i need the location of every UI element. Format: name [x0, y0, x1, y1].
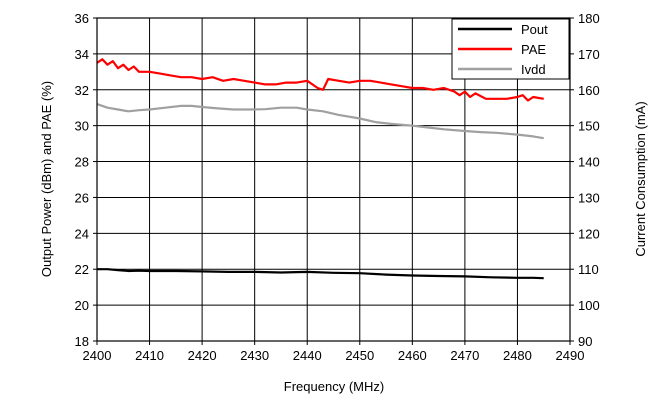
legend-label-pout: Pout	[521, 22, 548, 37]
y-left-tick-label: 22	[75, 262, 89, 277]
y-left-tick-label: 30	[75, 119, 89, 134]
x-tick-label: 2480	[503, 348, 532, 363]
y-left-tick-label: 20	[75, 298, 89, 313]
x-axis-title: Frequency (MHz)	[284, 379, 384, 394]
x-tick-label: 2490	[556, 348, 585, 363]
y-left-tick-label: 32	[75, 83, 89, 98]
x-tick-label: 2400	[83, 348, 112, 363]
y-left-tick-label: 28	[75, 155, 89, 170]
y-right-tick-label: 170	[578, 47, 600, 62]
y-left-tick-label: 18	[75, 334, 89, 349]
x-tick-label: 2430	[240, 348, 269, 363]
tick-labels: 2400 2410 2420 2430 2440 2450 2460 2470 2480 2490…	[75, 11, 600, 363]
y-right-tick-label: 180	[578, 11, 600, 26]
y-right-tick-label: 90	[578, 334, 592, 349]
y-right-tick-label: 110	[578, 262, 599, 277]
x-tick-label: 2420	[188, 348, 217, 363]
y-right-tick-label: 120	[578, 226, 600, 241]
y-left-tick-label: 36	[75, 11, 89, 26]
y-right-tick-label: 150	[578, 119, 600, 134]
x-tick-label: 2440	[293, 348, 322, 363]
legend-label-pae: PAE	[521, 42, 546, 57]
x-tick-label: 2410	[135, 348, 164, 363]
y-left-tick-label: 26	[75, 190, 89, 205]
series-lines	[96, 58, 544, 280]
legend-label-ivdd: Ivdd	[521, 62, 546, 77]
grid	[97, 18, 570, 341]
y-right-tick-label: 160	[578, 83, 600, 98]
y-right-tick-label: 100	[578, 298, 600, 313]
series-line-pout	[97, 268, 544, 280]
series-line-ivdd	[96, 103, 544, 140]
x-tick-label: 2450	[345, 348, 374, 363]
y-left-tick-label: 34	[75, 47, 89, 62]
x-tick-label: 2460	[398, 348, 427, 363]
legend: Pout PAE Ivdd	[451, 18, 570, 80]
plot-frame	[96, 17, 571, 342]
y-axis-left-title: Output Power (dBm) and PAE (%)	[39, 81, 54, 277]
y-axis-right-title: Current Consumption (mA)	[633, 101, 648, 256]
y-right-tick-label: 140	[578, 155, 600, 170]
series-line-pae	[96, 58, 544, 102]
y-right-tick-label: 130	[578, 190, 600, 205]
y-left-tick-label: 24	[75, 226, 89, 241]
x-tick-label: 2470	[450, 348, 479, 363]
